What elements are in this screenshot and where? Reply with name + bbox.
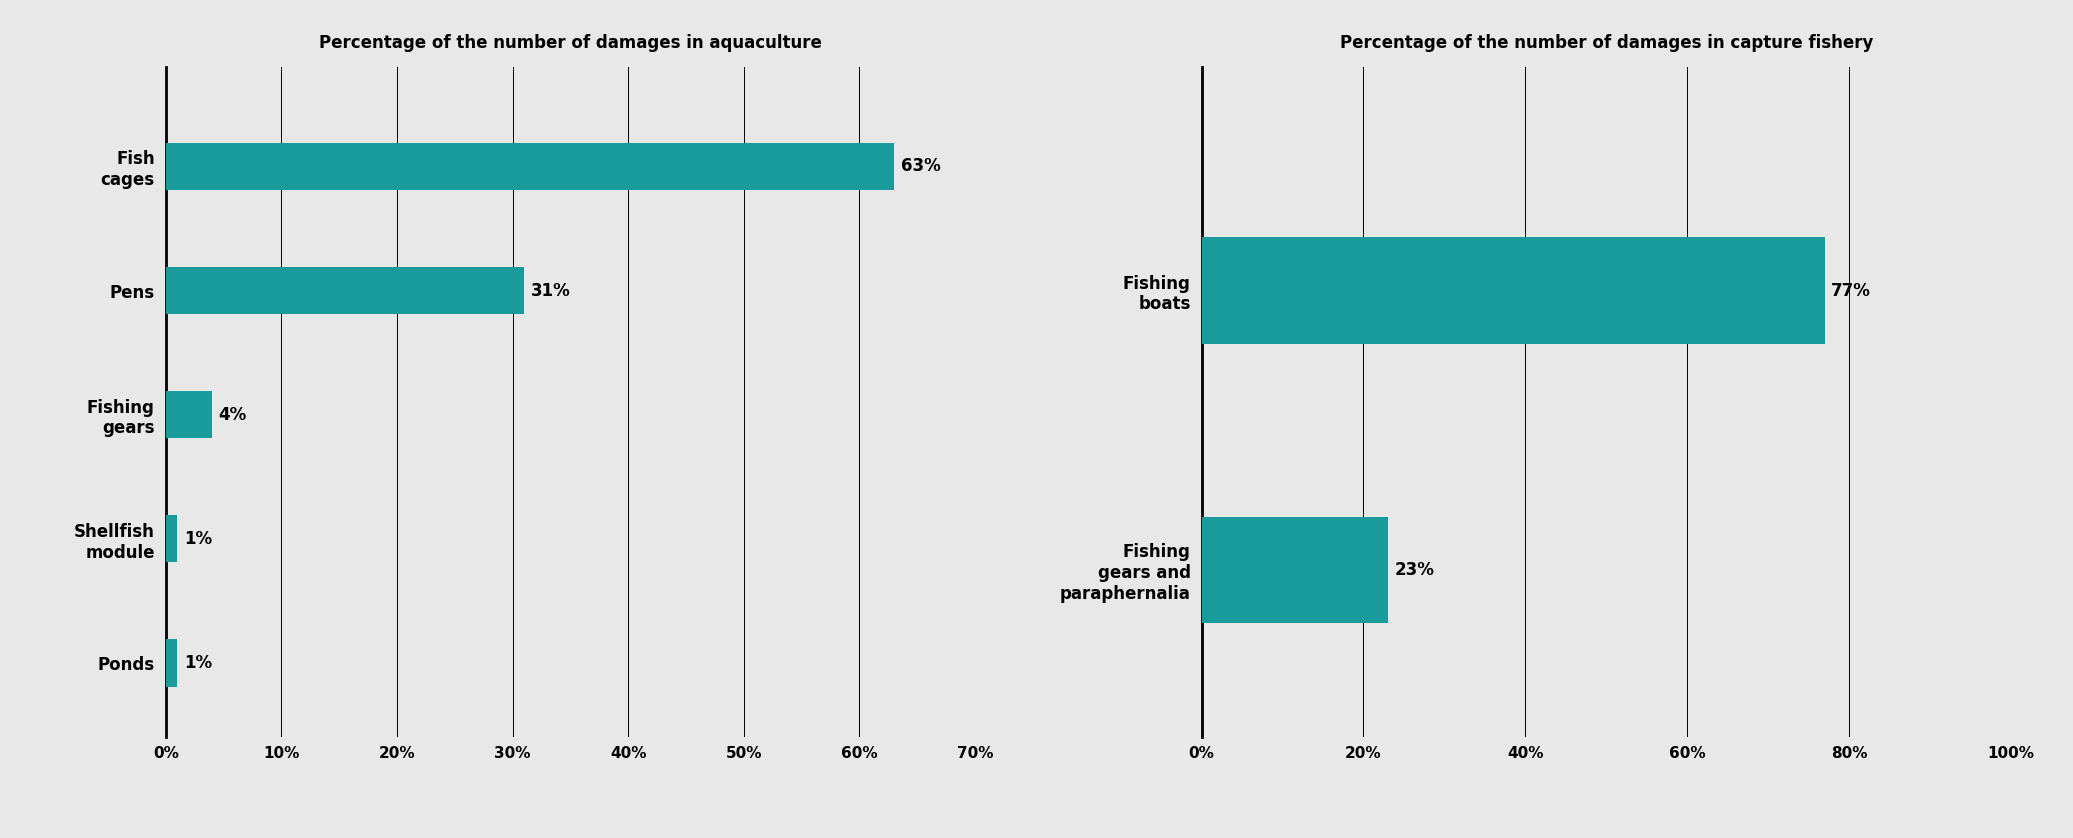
Bar <box>1202 237 1824 344</box>
Text: 23%: 23% <box>1395 561 1435 579</box>
Bar <box>1202 517 1387 623</box>
Bar <box>166 142 893 190</box>
Text: 31%: 31% <box>531 282 570 299</box>
Bar <box>166 639 178 686</box>
Bar <box>166 515 178 562</box>
Text: 1%: 1% <box>184 654 211 672</box>
Bar <box>166 267 524 314</box>
Text: 63%: 63% <box>900 158 941 175</box>
Text: 1%: 1% <box>184 530 211 548</box>
Text: 4%: 4% <box>218 406 247 424</box>
Title: Percentage of the number of damages in aquaculture: Percentage of the number of damages in a… <box>319 34 821 52</box>
Bar <box>166 391 211 438</box>
Title: Percentage of the number of damages in capture fishery: Percentage of the number of damages in c… <box>1339 34 1872 52</box>
Text: 77%: 77% <box>1830 282 1872 299</box>
